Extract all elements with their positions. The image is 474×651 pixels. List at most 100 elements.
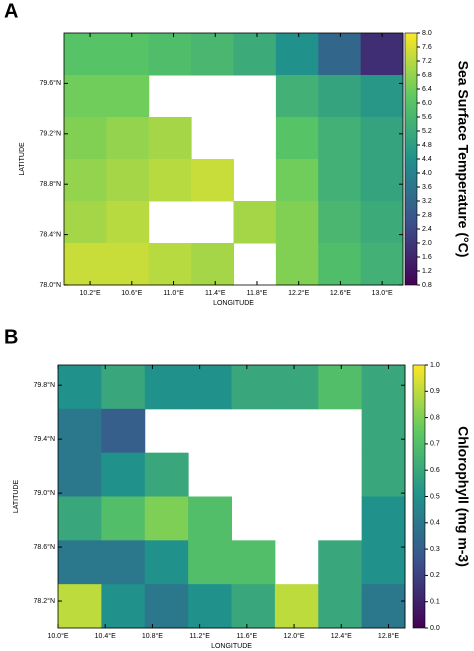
field-cell [275,159,319,202]
field-cell [360,243,404,286]
field-cell [148,117,192,160]
x-tick-label: 10.8°E [142,632,163,640]
x-tick-label: 12.4°E [331,632,352,640]
field-cell [274,365,319,410]
field-cell [64,243,107,286]
colorbar [412,364,426,629]
field-cell [188,496,232,541]
field-cell [58,408,102,454]
colorbar-tick-label: 0.6 [430,467,440,474]
field-cell [360,201,404,244]
field-cell [101,452,146,497]
x-tick-label: 10.4°E [95,632,116,640]
field-cell [58,452,102,497]
x-tick-label: 10.6°E [121,289,142,297]
field-cell [361,408,406,454]
field-cell [233,201,277,244]
x-axis-label: LONGITUDE [213,300,254,307]
field-cell [101,408,146,454]
colorbar-tick-label: 0.1 [430,599,440,606]
field-cell [64,117,107,160]
field-cell [58,496,102,541]
field-cell [318,201,362,244]
panel-label: A [4,0,18,22]
colorbar-tick-label: 6.0 [422,100,432,107]
colorbar-tick-label: 0.7 [430,441,440,448]
field-cell [318,540,363,585]
field-cell [144,584,189,629]
field-cell [188,365,232,410]
colorbar-tick-label: 5.6 [422,114,432,121]
field-cell [361,540,406,585]
field-cell [148,33,192,76]
field-cell [231,540,276,585]
field-cell [106,243,150,286]
field-cell [191,159,234,202]
field-cell [148,243,192,286]
field-cell [275,75,319,118]
colorbar [404,32,418,286]
colorbar-tick-label: 4.8 [422,142,432,149]
field-cell [148,159,192,202]
colorbar-tick-label: 1.2 [422,268,432,275]
colorbar-tick-label: 0.9 [430,388,440,395]
y-tick-label: 78.2°N [34,597,55,605]
colorbar-label: Sea Surface Temperature (°C) [455,61,471,258]
field-cell [64,159,107,202]
field-cell [188,584,232,629]
y-tick-label: 78.8°N [40,180,61,188]
y-tick-label: 79.6°N [40,79,61,87]
y-tick-label: 78.6°N [34,543,55,551]
field-cell [64,201,107,244]
field-cell [318,117,362,160]
field-cell [144,540,189,585]
field-cell [58,540,102,585]
colorbar-tick-label: 6.4 [422,86,432,93]
field-cell [231,584,276,629]
field-cell [318,75,362,118]
field-cell [106,33,150,76]
y-tick-label: 79.2°N [40,130,61,138]
colorbar-tick-label: 8.0 [422,30,432,37]
field-cell [275,33,319,76]
field-cell [360,117,404,160]
field-cell [191,33,234,76]
y-tick-label: 79.4°N [34,435,55,443]
x-tick-label: 10.2°E [80,289,101,297]
colorbar-tick-label: 0.8 [422,282,432,289]
x-tick-label: 13.0°E [372,289,393,297]
x-tick-label: 12.6°E [330,289,351,297]
field-cell [58,365,102,410]
colorbar-tick-label: 3.2 [422,198,432,205]
field-cell [361,365,406,410]
field-cell [318,365,363,410]
field-cell [318,33,362,76]
colorbar-tick-label: 6.8 [422,72,432,79]
x-tick-label: 11.4°E [205,289,226,297]
field-cell [106,75,150,118]
field-cell [361,496,406,541]
colorbar-tick-label: 0.4 [430,520,440,527]
field-cell [106,201,150,244]
field-cell [191,243,234,286]
colorbar-tick-label: 2.8 [422,212,432,219]
x-tick-label: 12.0°E [284,632,305,640]
field-cell [106,159,150,202]
field-cell [144,496,189,541]
y-tick-label: 78.0°N [40,281,61,289]
panel-label: B [4,326,18,348]
colorbar-tick-label: 2.0 [422,240,432,247]
colorbar-tick-label: 4.0 [422,170,432,177]
field-cell [188,540,232,585]
x-tick-label: 12.2°E [288,289,309,297]
x-tick-label: 11.8°E [247,289,268,297]
field-cell [101,584,146,629]
field-cell [318,243,362,286]
field-cell [361,452,406,497]
field-cell [144,452,189,497]
y-tick-label: 79.0°N [34,489,55,497]
y-tick-label: 78.4°N [40,230,61,238]
colorbar-tick-label: 3.6 [422,184,432,191]
colorbar-tick-label: 1.6 [422,254,432,261]
